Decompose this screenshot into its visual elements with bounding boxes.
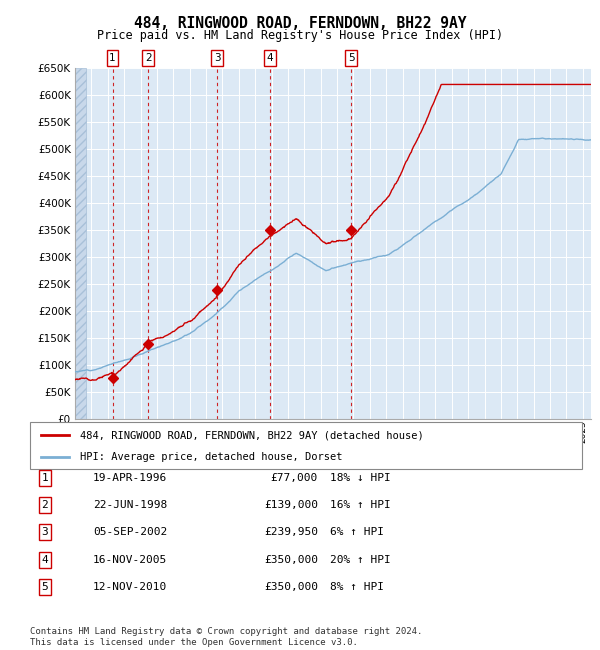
Text: 3: 3 <box>41 527 49 538</box>
Text: 6% ↑ HPI: 6% ↑ HPI <box>330 527 384 538</box>
Text: 3: 3 <box>214 53 220 63</box>
Text: 18% ↓ HPI: 18% ↓ HPI <box>330 473 391 483</box>
Text: 484, RINGWOOD ROAD, FERNDOWN, BH22 9AY (detached house): 484, RINGWOOD ROAD, FERNDOWN, BH22 9AY (… <box>80 430 424 440</box>
Text: 2: 2 <box>41 500 49 510</box>
Text: 12-NOV-2010: 12-NOV-2010 <box>93 582 167 592</box>
Text: 22-JUN-1998: 22-JUN-1998 <box>93 500 167 510</box>
Text: 484, RINGWOOD ROAD, FERNDOWN, BH22 9AY: 484, RINGWOOD ROAD, FERNDOWN, BH22 9AY <box>134 16 466 31</box>
Text: £350,000: £350,000 <box>264 554 318 565</box>
Text: 20% ↑ HPI: 20% ↑ HPI <box>330 554 391 565</box>
Text: 05-SEP-2002: 05-SEP-2002 <box>93 527 167 538</box>
Text: 1: 1 <box>109 53 116 63</box>
Text: £139,000: £139,000 <box>264 500 318 510</box>
Text: £239,950: £239,950 <box>264 527 318 538</box>
Text: 16% ↑ HPI: 16% ↑ HPI <box>330 500 391 510</box>
Text: 4: 4 <box>41 554 49 565</box>
FancyBboxPatch shape <box>30 422 582 469</box>
Text: 16-NOV-2005: 16-NOV-2005 <box>93 554 167 565</box>
Text: Contains HM Land Registry data © Crown copyright and database right 2024.
This d: Contains HM Land Registry data © Crown c… <box>30 627 422 647</box>
Text: 4: 4 <box>266 53 273 63</box>
Text: 2: 2 <box>145 53 152 63</box>
Text: 19-APR-1996: 19-APR-1996 <box>93 473 167 483</box>
Text: 5: 5 <box>348 53 355 63</box>
Text: £77,000: £77,000 <box>271 473 318 483</box>
Bar <box>75 68 86 419</box>
Text: Price paid vs. HM Land Registry's House Price Index (HPI): Price paid vs. HM Land Registry's House … <box>97 29 503 42</box>
Text: 1: 1 <box>41 473 49 483</box>
Text: 8% ↑ HPI: 8% ↑ HPI <box>330 582 384 592</box>
Text: 5: 5 <box>41 582 49 592</box>
Text: £350,000: £350,000 <box>264 582 318 592</box>
Text: HPI: Average price, detached house, Dorset: HPI: Average price, detached house, Dors… <box>80 452 342 461</box>
